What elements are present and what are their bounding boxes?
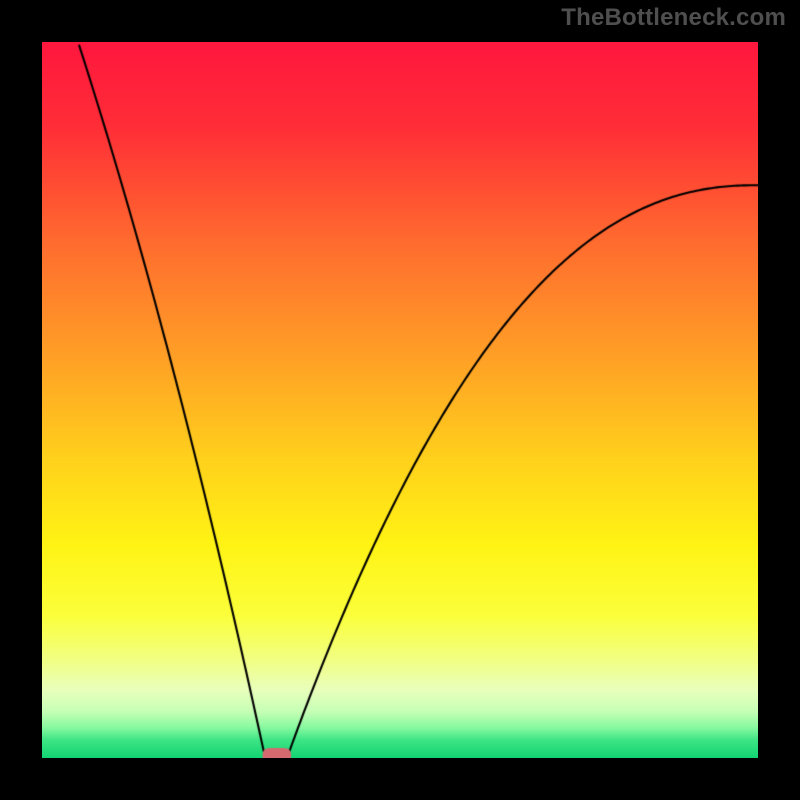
- watermark-text: TheBottleneck.com: [561, 4, 786, 32]
- chart-frame: TheBottleneck.com: [0, 0, 800, 800]
- plot-area: [42, 42, 758, 758]
- plot-canvas: [42, 42, 758, 758]
